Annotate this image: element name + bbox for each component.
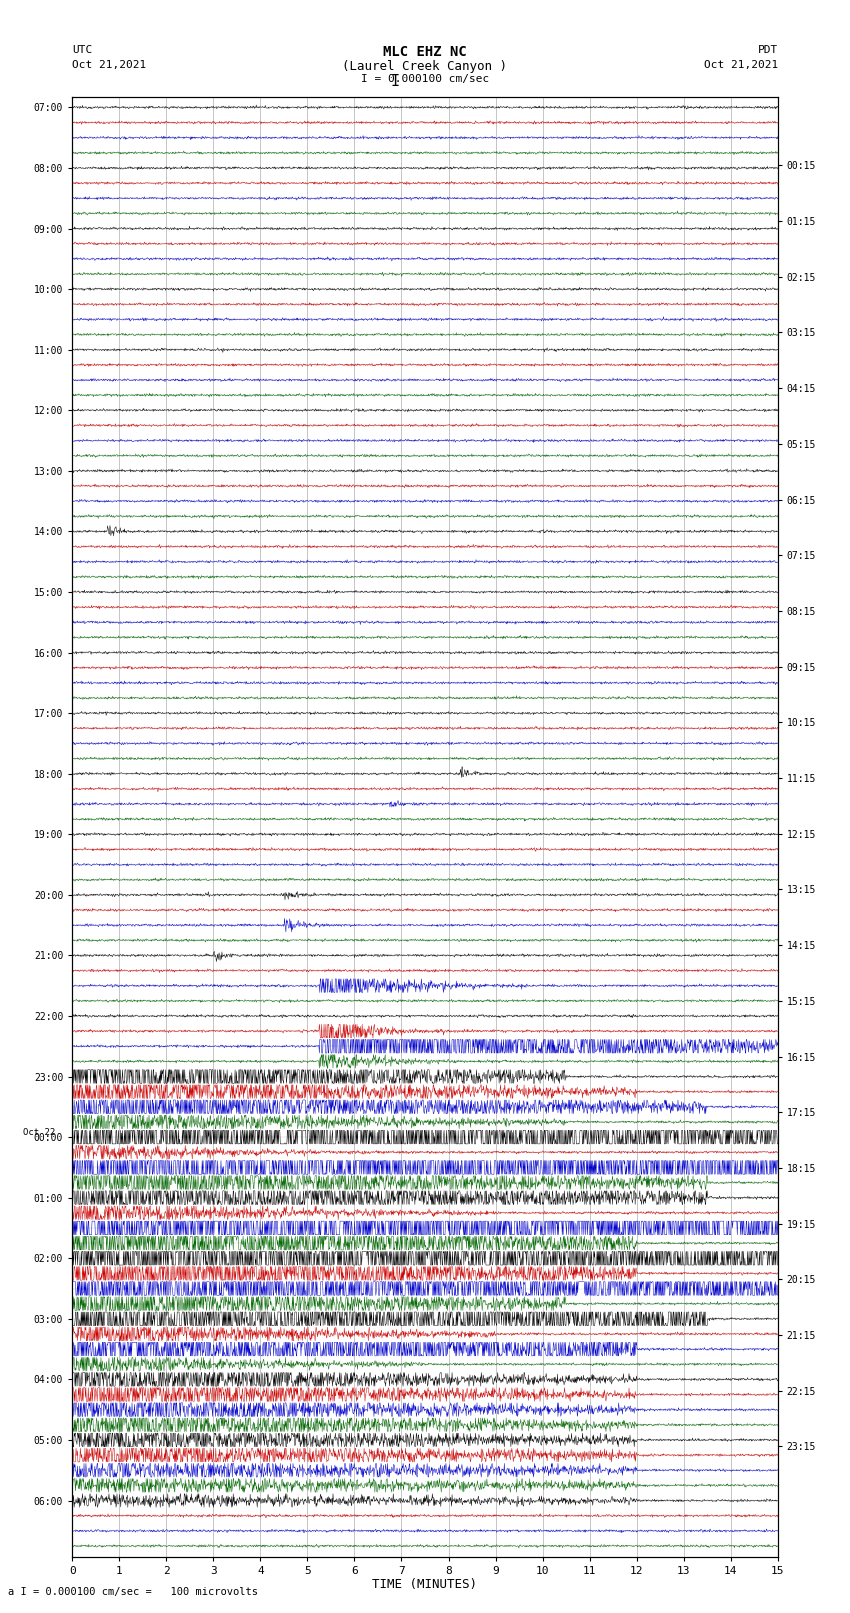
Text: a I = 0.000100 cm/sec =   100 microvolts: a I = 0.000100 cm/sec = 100 microvolts <box>8 1587 258 1597</box>
Text: PDT: PDT <box>757 45 778 55</box>
Text: UTC: UTC <box>72 45 93 55</box>
Text: Oct 21,2021: Oct 21,2021 <box>704 60 778 69</box>
Text: MLC EHZ NC: MLC EHZ NC <box>383 45 467 60</box>
Text: (Laurel Creek Canyon ): (Laurel Creek Canyon ) <box>343 60 507 73</box>
Text: Oct 22: Oct 22 <box>23 1127 55 1137</box>
Text: Oct 21,2021: Oct 21,2021 <box>72 60 146 69</box>
Text: I = 0.000100 cm/sec: I = 0.000100 cm/sec <box>361 74 489 84</box>
X-axis label: TIME (MINUTES): TIME (MINUTES) <box>372 1579 478 1592</box>
Text: I: I <box>391 74 399 89</box>
